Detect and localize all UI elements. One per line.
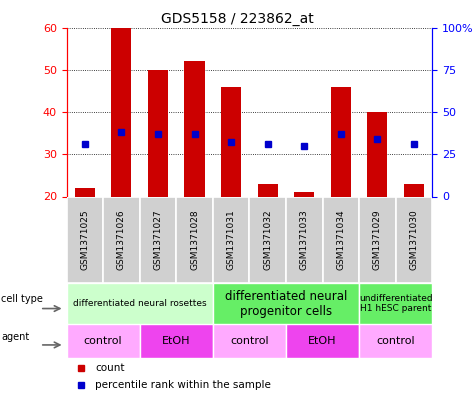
- Text: agent: agent: [1, 332, 29, 342]
- Bar: [176, 196, 213, 283]
- Text: control: control: [230, 336, 269, 346]
- Bar: [331, 86, 351, 196]
- Text: GSM1371033: GSM1371033: [300, 209, 309, 270]
- Text: percentile rank within the sample: percentile rank within the sample: [95, 380, 271, 390]
- Bar: [140, 196, 176, 283]
- Bar: [286, 196, 323, 283]
- Bar: [66, 196, 103, 283]
- Text: GSM1371027: GSM1371027: [153, 209, 162, 270]
- Text: count: count: [95, 362, 124, 373]
- Bar: [404, 184, 424, 196]
- Bar: [221, 86, 241, 196]
- Bar: [367, 112, 388, 196]
- Text: EtOH: EtOH: [308, 336, 337, 346]
- Bar: [286, 324, 359, 358]
- Text: GSM1371029: GSM1371029: [373, 209, 382, 270]
- Bar: [66, 324, 140, 358]
- Text: GSM1371032: GSM1371032: [263, 209, 272, 270]
- Text: GSM1371025: GSM1371025: [80, 209, 89, 270]
- Text: GDS5158 / 223862_at: GDS5158 / 223862_at: [161, 12, 314, 26]
- Text: GSM1371028: GSM1371028: [190, 209, 199, 270]
- Text: differentiated neural rosettes: differentiated neural rosettes: [73, 299, 207, 308]
- Bar: [66, 283, 213, 324]
- Bar: [148, 70, 168, 196]
- Bar: [294, 192, 314, 196]
- Text: GSM1371030: GSM1371030: [409, 209, 418, 270]
- Bar: [213, 283, 359, 324]
- Bar: [213, 196, 249, 283]
- Bar: [257, 184, 278, 196]
- Bar: [103, 196, 140, 283]
- Text: cell type: cell type: [1, 294, 43, 304]
- Bar: [359, 324, 432, 358]
- Bar: [396, 196, 432, 283]
- Bar: [359, 196, 396, 283]
- Text: GSM1371034: GSM1371034: [336, 209, 345, 270]
- Bar: [213, 324, 286, 358]
- Text: differentiated neural
progenitor cells: differentiated neural progenitor cells: [225, 290, 347, 318]
- Bar: [359, 283, 432, 324]
- Bar: [184, 61, 205, 196]
- Text: GSM1371026: GSM1371026: [117, 209, 126, 270]
- Text: undifferentiated
H1 hESC parent: undifferentiated H1 hESC parent: [359, 294, 432, 313]
- Text: control: control: [84, 336, 123, 346]
- Bar: [249, 196, 286, 283]
- Bar: [111, 28, 132, 196]
- Text: EtOH: EtOH: [162, 336, 190, 346]
- Bar: [323, 196, 359, 283]
- Bar: [140, 324, 213, 358]
- Bar: [75, 188, 95, 196]
- Text: control: control: [376, 336, 415, 346]
- Text: GSM1371031: GSM1371031: [227, 209, 236, 270]
